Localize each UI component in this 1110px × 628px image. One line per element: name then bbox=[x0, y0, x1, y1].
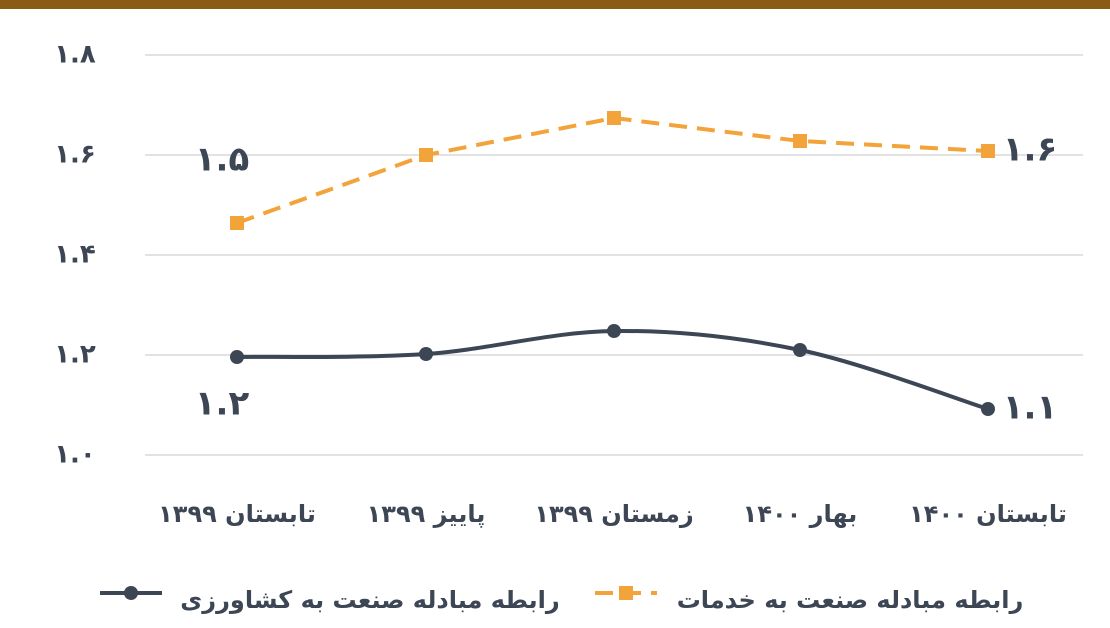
data-label: ۱.۶ bbox=[1003, 130, 1057, 170]
legend-label: رابطه مبادله صنعت به خدمات bbox=[677, 586, 1024, 614]
y-tick-label: ۱.۸ bbox=[54, 40, 96, 70]
marker bbox=[419, 347, 433, 361]
marker bbox=[607, 111, 621, 125]
marker bbox=[981, 402, 995, 416]
legend-marker bbox=[619, 586, 633, 600]
x-tick-label: زمستان ۱۳۹۹ bbox=[534, 500, 693, 528]
data-label: ۱.۲ bbox=[195, 384, 250, 424]
marker bbox=[230, 350, 244, 364]
marker bbox=[607, 324, 621, 338]
series-line bbox=[236, 328, 989, 411]
x-tick-label: تابستان ۱۴۰۰ bbox=[909, 500, 1067, 528]
marker bbox=[230, 216, 244, 230]
marker bbox=[793, 343, 807, 357]
top-bar bbox=[0, 0, 1110, 9]
x-tick-label: تابستان ۱۳۹۹ bbox=[158, 500, 316, 528]
data-label: ۱.۱ bbox=[1003, 388, 1057, 428]
legend-marker bbox=[124, 586, 138, 600]
x-tick-label: بهار ۱۴۰۰ bbox=[743, 500, 858, 528]
data-label: ۱.۵ bbox=[195, 140, 249, 180]
marker bbox=[419, 148, 433, 162]
y-tick-label: ۱.۴ bbox=[54, 240, 96, 270]
y-tick-label: ۱.۰ bbox=[54, 440, 96, 470]
legend-label: رابطه مبادله صنعت به کشاورزی bbox=[180, 586, 559, 614]
x-tick-label: پاییز ۱۳۹۹ bbox=[367, 500, 486, 528]
series-line bbox=[236, 115, 989, 225]
y-tick-label: ۱.۲ bbox=[54, 340, 96, 370]
marker bbox=[981, 144, 995, 158]
y-tick-label: ۱.۶ bbox=[54, 140, 96, 170]
marker bbox=[793, 134, 807, 148]
